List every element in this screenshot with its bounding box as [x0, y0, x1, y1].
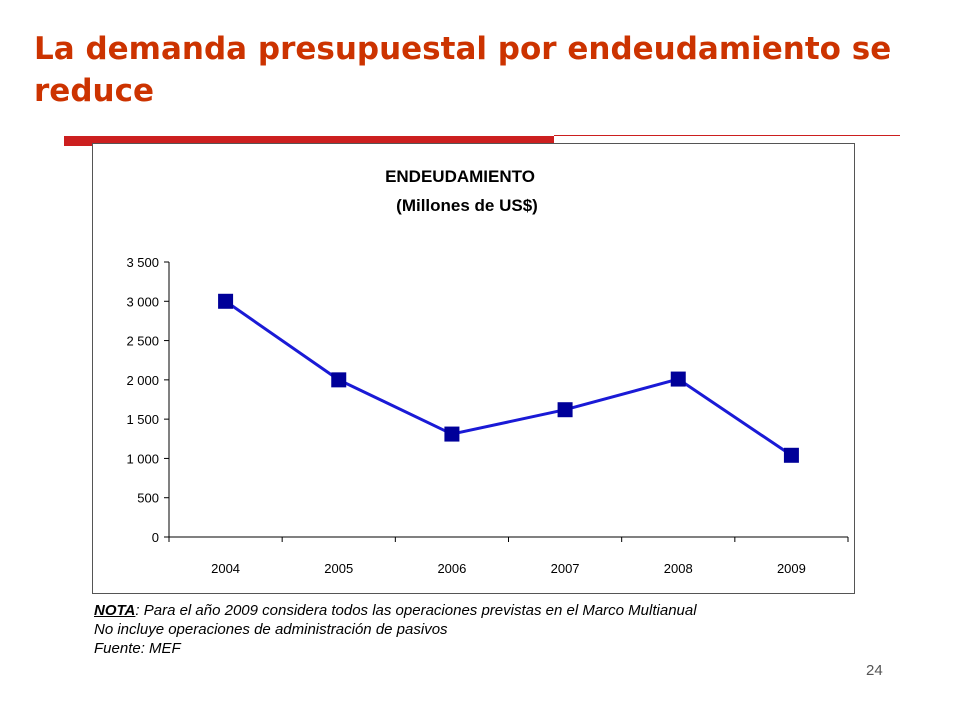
- chart-frame: ENDEUDAMIENTO (Millones de US$) 0 500 1 00…: [92, 143, 855, 594]
- chart-subtitle: (Millones de US$): [396, 196, 538, 215]
- chart-title: ENDEUDAMIENTO: [385, 167, 535, 186]
- line-chart: ENDEUDAMIENTO (Millones de US$) 0 500 1 00…: [126, 167, 849, 576]
- title-underline-thin: [554, 135, 900, 136]
- note-line-2: No incluye operaciones de administración…: [94, 621, 448, 638]
- x-tick-label: 2007: [551, 561, 580, 576]
- x-tick-label: 2005: [324, 561, 353, 576]
- title-underline-thick: [64, 136, 554, 146]
- notes-block: NOTA: Para el año 2009 considera todos l…: [94, 601, 894, 658]
- y-tick-label: 500: [137, 491, 159, 506]
- data-point-marker: [557, 402, 573, 418]
- note-text: : Para el año 2009 considera todos las o…: [135, 602, 697, 619]
- y-tick-label: 1 500: [126, 412, 159, 427]
- x-tick-label: 2009: [777, 561, 806, 576]
- data-point-marker: [218, 293, 234, 309]
- series-line: [224, 300, 793, 457]
- x-tick-label: 2006: [437, 561, 466, 576]
- y-tick-label: 3 500: [126, 255, 159, 270]
- x-tick-label: 2004: [211, 561, 240, 576]
- y-tick-label: 2 000: [126, 373, 159, 388]
- y-tick-label: 1 000: [126, 451, 159, 466]
- data-point-marker: [783, 447, 799, 463]
- page-number: 24: [866, 662, 883, 679]
- source-note: Fuente: MEF: [94, 640, 181, 657]
- data-point-marker: [444, 426, 460, 442]
- slide-title: La demanda presupuestal por endeudamient…: [34, 31, 892, 109]
- y-tick-label: 3 000: [126, 294, 159, 309]
- data-point-marker: [670, 371, 686, 387]
- note-line-1: NOTA: Para el año 2009 considera todos l…: [94, 601, 894, 620]
- note-label: NOTA: [94, 602, 136, 619]
- y-tick-label: 0: [152, 530, 159, 545]
- x-tick-label: 2008: [664, 561, 693, 576]
- data-point-marker: [331, 372, 347, 388]
- y-tick-label: 2 500: [126, 334, 159, 349]
